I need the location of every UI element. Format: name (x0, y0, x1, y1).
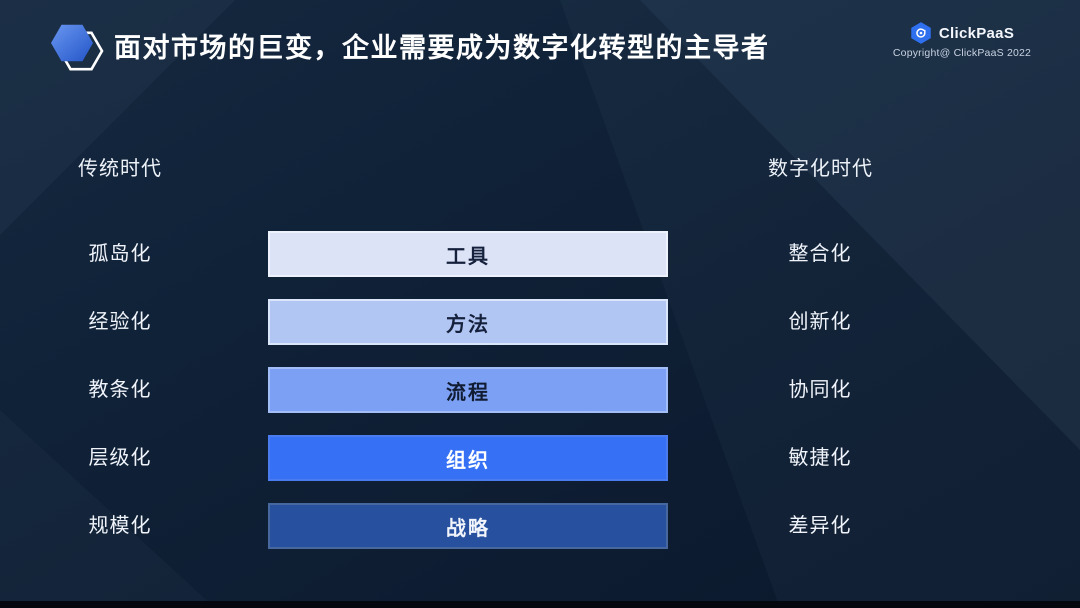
dimension-label: 流程 (446, 381, 490, 404)
dimension-label: 方法 (446, 313, 490, 336)
dimension-label: 工具 (446, 245, 490, 268)
digital-label: 创新化 (788, 311, 852, 333)
clickpaas-logo-icon (910, 22, 932, 44)
title-bar: 面对市场的巨变，企业需要成为数字化转型的主导者 (0, 0, 1080, 100)
traditional-label: 孤岛化 (88, 243, 152, 265)
digital-label: 差异化 (788, 515, 852, 537)
hexagon-icon (46, 20, 108, 78)
traditional-label: 层级化 (88, 447, 152, 469)
brand-block: ClickPaaS Copyright@ ClickPaaS 2022 (872, 22, 1052, 59)
traditional-label: 规模化 (88, 515, 152, 537)
comparison-row: 孤岛化 工具 整合化 (0, 231, 1080, 277)
traditional-label: 教条化 (88, 379, 152, 401)
brand-name: ClickPaaS (938, 24, 1015, 42)
comparison-row: 经验化 方法 创新化 (0, 299, 1080, 345)
dimension-label: 组织 (446, 449, 490, 472)
traditional-label: 经验化 (88, 311, 152, 333)
dimension-bar: 流程 (268, 367, 668, 413)
digital-label: 整合化 (788, 243, 852, 265)
dimension-bar: 组织 (268, 435, 668, 481)
comparison-row: 规模化 战略 差异化 (0, 503, 1080, 549)
digital-label: 敏捷化 (788, 447, 852, 469)
comparison-row: 层级化 组织 敏捷化 (0, 435, 1080, 481)
digital-label: 协同化 (788, 379, 852, 401)
bottom-strip (0, 601, 1080, 608)
dimension-label: 战略 (446, 517, 490, 540)
dimension-bar: 战略 (268, 503, 668, 549)
copyright-text: Copyright@ ClickPaaS 2022 (892, 47, 1032, 59)
left-era-header: 传统时代 (78, 158, 162, 180)
comparison-row: 教条化 流程 协同化 (0, 367, 1080, 413)
page-title: 面对市场的巨变，企业需要成为数字化转型的主导者 (114, 33, 770, 63)
dimension-bar: 工具 (268, 231, 668, 277)
right-era-header: 数字化时代 (768, 158, 873, 180)
dimension-bar: 方法 (268, 299, 668, 345)
